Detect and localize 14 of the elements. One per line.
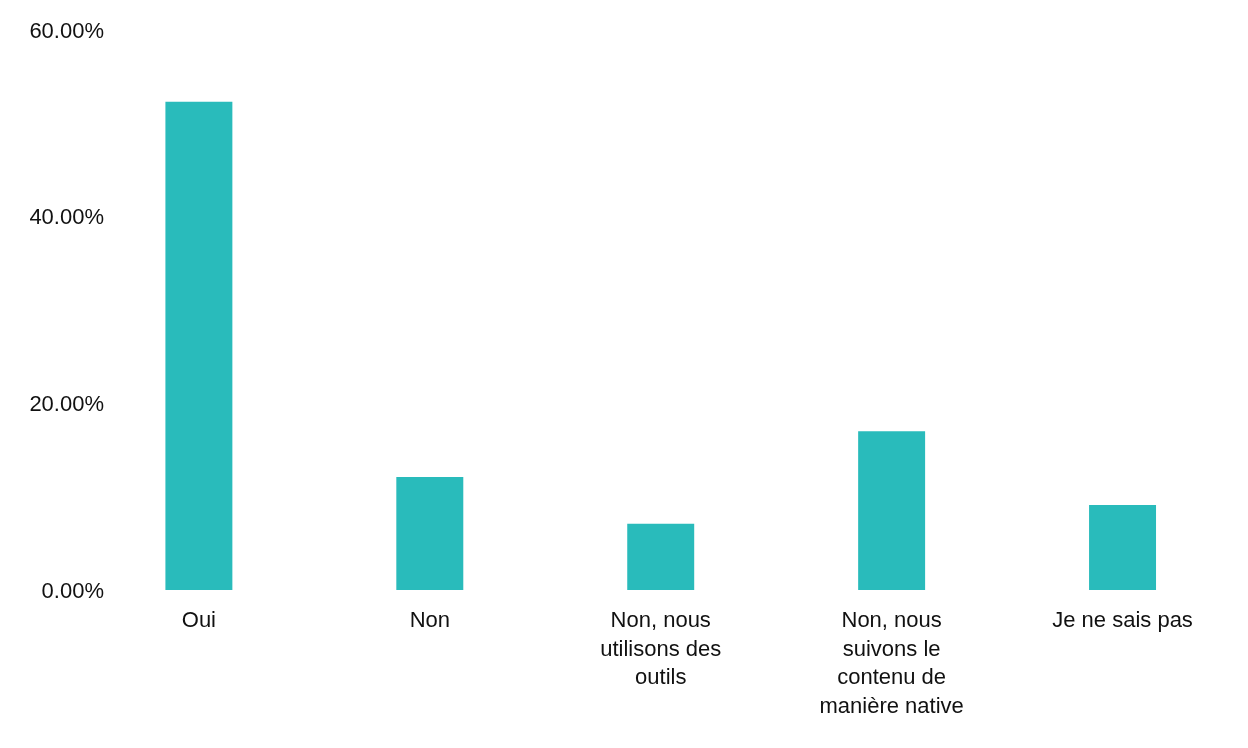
bar <box>165 101 233 590</box>
bar <box>1089 505 1157 590</box>
x-tick-label: Oui <box>181 607 217 632</box>
bar <box>858 431 926 590</box>
x-tick-label: Non <box>409 607 450 632</box>
y-tick-label: 20.00% <box>29 391 104 417</box>
bar <box>627 523 695 590</box>
y-tick-label: 60.00% <box>29 17 104 43</box>
bar <box>396 477 464 590</box>
x-tick-label: Non, nous utilisons des outils <box>600 607 722 690</box>
x-tick-label: Je ne sais pas <box>1052 607 1193 632</box>
y-tick-label: 40.00% <box>29 204 104 230</box>
y-tick-label: 0.00% <box>41 577 104 603</box>
x-tick-label: Non, nous suivons le contenu de manière native <box>819 607 964 718</box>
